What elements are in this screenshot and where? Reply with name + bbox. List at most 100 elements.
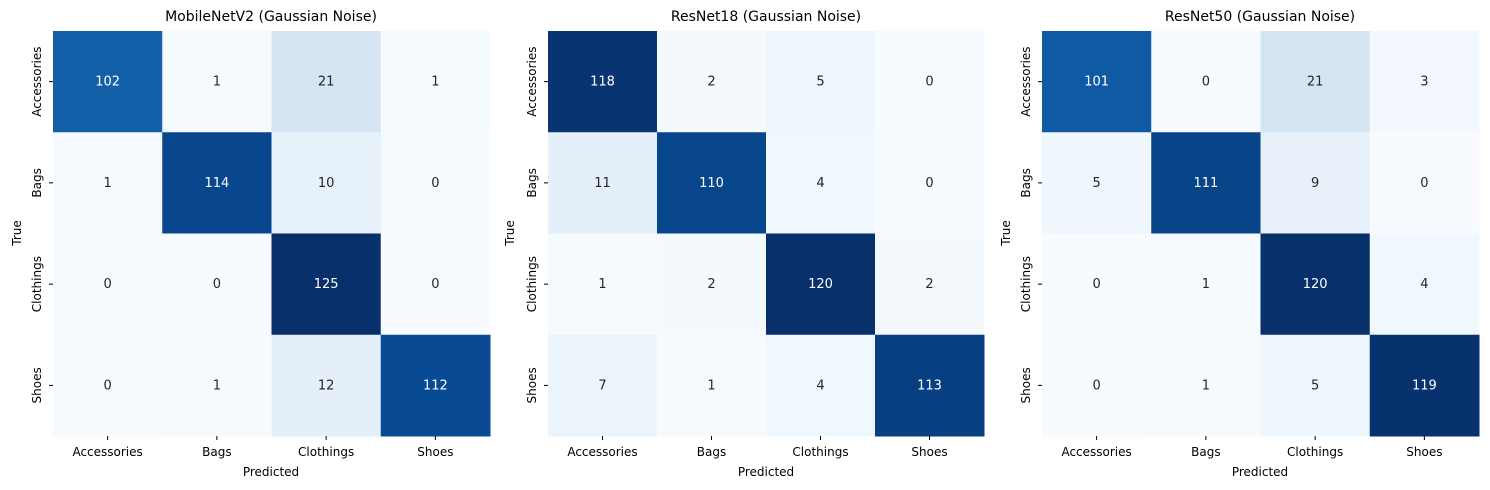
cell-value-label: 2: [707, 277, 715, 292]
cell-value-label: 119: [1412, 378, 1437, 393]
heatmap-cell: [1042, 233, 1152, 336]
y-tick-label: Accessories: [525, 46, 539, 116]
heatmap-cell: [766, 132, 876, 234]
heatmap-cell: [657, 233, 767, 336]
y-tick-label: Accessories: [1019, 46, 1033, 116]
heatmap-cell: [1042, 334, 1152, 437]
cell-value-label: 0: [925, 176, 933, 191]
cell-value-label: 3: [1420, 75, 1428, 90]
cell-value-label: 0: [1092, 378, 1100, 393]
heatmap-cell: [1260, 132, 1371, 234]
cell-value-label: 1: [213, 75, 221, 90]
x-axis-label: Predicted: [1231, 465, 1289, 479]
heatmap-cell: [1260, 31, 1371, 133]
cell-value-label: 7: [598, 378, 606, 393]
heatmap-cell: [548, 31, 658, 133]
heatmap-cell: [271, 233, 382, 336]
heatmap-cell: [53, 132, 163, 234]
heatmap-cell: [875, 334, 985, 437]
cell-value-label: 125: [314, 277, 339, 292]
cell-value-label: 4: [1420, 277, 1428, 292]
cell-value-label: 0: [431, 277, 439, 292]
heatmap-cell: [1369, 132, 1480, 234]
heatmap-cell: [380, 132, 491, 234]
heatmap-cell: [1151, 334, 1261, 437]
heatmap-cell: [766, 334, 876, 437]
heatmap-cell: [1369, 31, 1480, 133]
y-tick-label: Clothings: [525, 256, 539, 312]
heatmap-cell: [548, 233, 658, 336]
cell-value-label: 5: [1092, 176, 1100, 191]
y-tick-label: Bags: [30, 168, 44, 197]
cell-value-label: 1: [598, 277, 606, 292]
x-tick-label: Accessories: [567, 445, 637, 459]
cell-value-label: 111: [1193, 176, 1218, 191]
heatmap-cell: [1151, 132, 1261, 234]
cell-value-label: 4: [816, 176, 824, 191]
y-tick-label: Bags: [1019, 168, 1033, 197]
cell-value-label: 2: [707, 75, 715, 90]
cell-value-label: 1: [103, 176, 111, 191]
heatmap-cell: [380, 334, 491, 437]
heatmap-cell: [1369, 233, 1480, 336]
cell-value-label: 9: [1311, 176, 1319, 191]
cell-value-label: 1: [1202, 378, 1210, 393]
heatmap-cell: [875, 233, 985, 336]
x-tick-label: Shoes: [911, 445, 947, 459]
x-tick-label: Clothings: [1287, 445, 1343, 459]
y-tick-label: Shoes: [525, 367, 539, 403]
x-tick-label: Accessories: [1061, 445, 1131, 459]
heatmap-cell: [1369, 334, 1480, 437]
heatmap-cell: [1260, 334, 1371, 437]
cell-value-label: 1: [213, 378, 221, 393]
cell-value-label: 118: [590, 75, 615, 90]
cell-value-label: 0: [925, 75, 933, 90]
heatmap-cell: [657, 334, 767, 437]
cell-value-label: 1: [707, 378, 715, 393]
heatmap-cell: [766, 233, 876, 336]
y-tick-label: Shoes: [1019, 367, 1033, 403]
cell-value-label: 1: [431, 75, 439, 90]
chart-title: MobileNetV2 (Gaussian Noise): [165, 9, 377, 25]
heatmap-cell: [875, 31, 985, 133]
cell-value-label: 120: [808, 277, 833, 292]
x-axis-label: Predicted: [737, 465, 795, 479]
heatmap-cell: [53, 31, 163, 133]
heatmap-cell: [875, 132, 985, 234]
cell-value-label: 102: [95, 75, 120, 90]
chart-title: ResNet18 (Gaussian Noise): [670, 9, 862, 25]
heatmap-cell: [162, 233, 272, 336]
cell-value-label: 21: [1307, 75, 1324, 90]
heatmap-cell: [548, 334, 658, 437]
cell-value-label: 0: [1420, 176, 1428, 191]
cell-value-label: 11: [594, 176, 611, 191]
x-tick-label: Clothings: [792, 445, 848, 459]
x-tick-label: Bags: [202, 445, 231, 459]
x-tick-label: Clothings: [298, 445, 354, 459]
heatmap-cell: [1151, 233, 1261, 336]
heatmap-cell: [1260, 233, 1371, 336]
cell-value-label: 113: [917, 378, 942, 393]
chart-title: ResNet50 (Gaussian Noise): [1164, 9, 1356, 25]
x-tick-label: Bags: [1191, 445, 1220, 459]
x-tick-label: Shoes: [1406, 445, 1442, 459]
heatmap-cell: [271, 132, 382, 234]
heatmap-cell: [1042, 31, 1152, 133]
cell-value-label: 101: [1084, 75, 1109, 90]
cell-value-label: 0: [103, 277, 111, 292]
heatmap-cell: [657, 31, 767, 133]
cell-value-label: 21: [318, 75, 335, 90]
heatmap-cell: [380, 31, 491, 133]
cell-value-label: 0: [103, 378, 111, 393]
cell-value-label: 5: [816, 75, 824, 90]
cell-value-label: 10: [318, 176, 335, 191]
heatmap-cell: [766, 31, 876, 133]
y-tick-label: Shoes: [30, 367, 44, 403]
cell-value-label: 0: [213, 277, 221, 292]
